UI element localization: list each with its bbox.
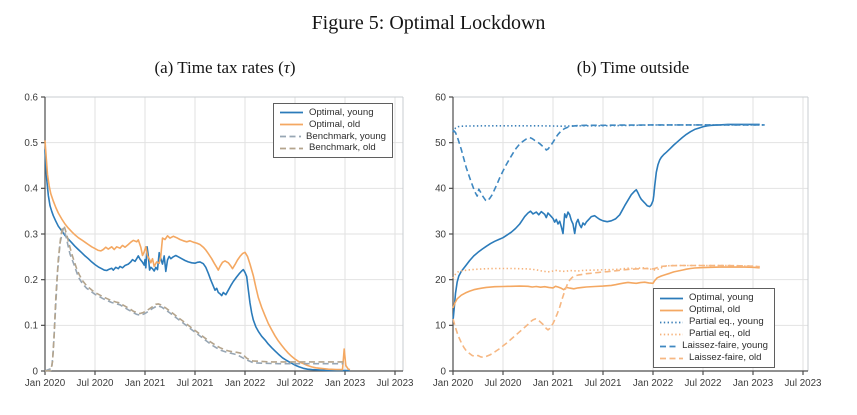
legend-entry-label: Laissez-faire, old — [689, 352, 762, 364]
x-tick-label: Jan 2022 — [633, 378, 673, 389]
x-tick-label: Jul 2020 — [484, 378, 522, 389]
y-tick-label: 20 — [435, 275, 446, 286]
legend-entry-label: Partial eq., young — [689, 316, 764, 328]
series-line-partial-eq-young — [452, 124, 765, 133]
legend-line-sample — [280, 147, 303, 149]
y-tick-label: 0 — [441, 366, 447, 377]
legend-entry: Optimal, young — [279, 108, 386, 118]
y-tick-label: 0.2 — [24, 275, 38, 286]
legend-entry: Partial eq., young — [659, 317, 768, 327]
series-line-optimal-old — [452, 266, 760, 309]
y-tick-label: 50 — [435, 138, 446, 149]
y-tick-label: 40 — [435, 184, 446, 195]
legend-entry-label: Laissez-faire, young — [682, 340, 768, 352]
x-tick-label: Jan 2021 — [533, 378, 573, 389]
x-tick-label: Jan 2023 — [733, 378, 774, 389]
y-tick-label: 0.3 — [24, 229, 38, 240]
x-tick-label: Jul 2021 — [176, 378, 213, 389]
y-tick-label: 0.5 — [24, 138, 38, 149]
legend-line-sample — [280, 112, 303, 114]
x-tick-label: Jan 2021 — [125, 378, 165, 389]
legend-entry: Benchmark, old — [279, 143, 386, 153]
panel-b-legend: Optimal, young Optimal, old Partial eq., y… — [653, 288, 775, 368]
legend-entry: Laissez-faire, old — [659, 353, 768, 363]
x-tick-label: Jul 2022 — [276, 378, 313, 389]
legend-entry: Optimal, old — [279, 120, 386, 130]
x-tick-label: Jul 2021 — [584, 378, 621, 389]
legend-entry-label: Benchmark, old — [309, 142, 376, 154]
x-tick-label: Jul 2023 — [376, 378, 414, 389]
y-tick-label: 0.1 — [24, 321, 38, 332]
legend-entry-label: Optimal, old — [309, 118, 361, 130]
y-tick-label: 0.4 — [24, 184, 38, 195]
legend-entry-label: Optimal, young — [309, 107, 374, 119]
legend-entry: Laissez-faire, young — [659, 341, 768, 351]
x-tick-label: Jul 2023 — [784, 378, 822, 389]
y-tick-label: 10 — [435, 321, 446, 332]
legend-entry: Optimal, old — [659, 305, 768, 315]
x-tick-label: Jan 2023 — [325, 378, 366, 389]
legend-entry: Benchmark, young — [279, 130, 386, 142]
figure-title: Figure 5: Optimal Lockdown — [311, 12, 546, 34]
series-line-optimal-young — [44, 149, 350, 372]
legend-entry-label: Optimal, old — [689, 304, 741, 316]
legend-line-sample — [660, 357, 683, 359]
legend-line-sample — [280, 135, 301, 138]
tau-symbol: τ — [283, 58, 290, 77]
series-line-benchmark-old — [44, 225, 344, 372]
x-tick-label: Jan 2020 — [25, 378, 66, 389]
legend-entry-label: Partial eq., old — [689, 328, 751, 340]
legend-entry: Optimal, young — [659, 293, 768, 303]
series-line-optimal-young — [452, 123, 760, 321]
series-line-laissez-faire-young — [452, 124, 765, 202]
legend-line-sample — [660, 321, 683, 323]
panel-a-legend: Optimal, young Optimal, old Benchmark, you… — [273, 103, 393, 158]
x-tick-label: Jul 2020 — [76, 378, 114, 389]
panel-a-title: (a) Time tax rates (τ) — [45, 58, 405, 78]
legend-line-sample — [280, 123, 303, 126]
legend-entry-label: Benchmark, young — [306, 130, 386, 142]
series-line-laissez-faire-old — [452, 264, 760, 359]
legend-line-sample — [660, 333, 683, 335]
legend-line-sample — [660, 309, 683, 311]
legend-entry: Partial eq., old — [659, 329, 768, 339]
y-tick-label: 0.6 — [24, 92, 38, 103]
legend-line-sample — [660, 345, 678, 347]
series-line-optimal-old — [44, 140, 351, 371]
x-tick-label: Jan 2020 — [433, 378, 474, 389]
panel-a-title-close: ) — [289, 58, 296, 77]
legend-line-sample — [660, 297, 683, 299]
series-line-benchmark-young — [44, 227, 344, 372]
x-tick-label: Jul 2022 — [684, 378, 721, 389]
y-tick-label: 0 — [33, 366, 39, 377]
panel-b-title: (b) Time outside — [453, 58, 813, 78]
panel-b-title-text: (b) Time outside — [576, 58, 690, 77]
y-tick-label: 60 — [435, 92, 446, 103]
panel-a-title-text: (a) Time tax rates ( — [154, 58, 284, 77]
y-tick-label: 30 — [435, 229, 446, 240]
legend-entry-label: Optimal, young — [689, 292, 754, 304]
x-tick-label: Jan 2022 — [225, 378, 265, 389]
